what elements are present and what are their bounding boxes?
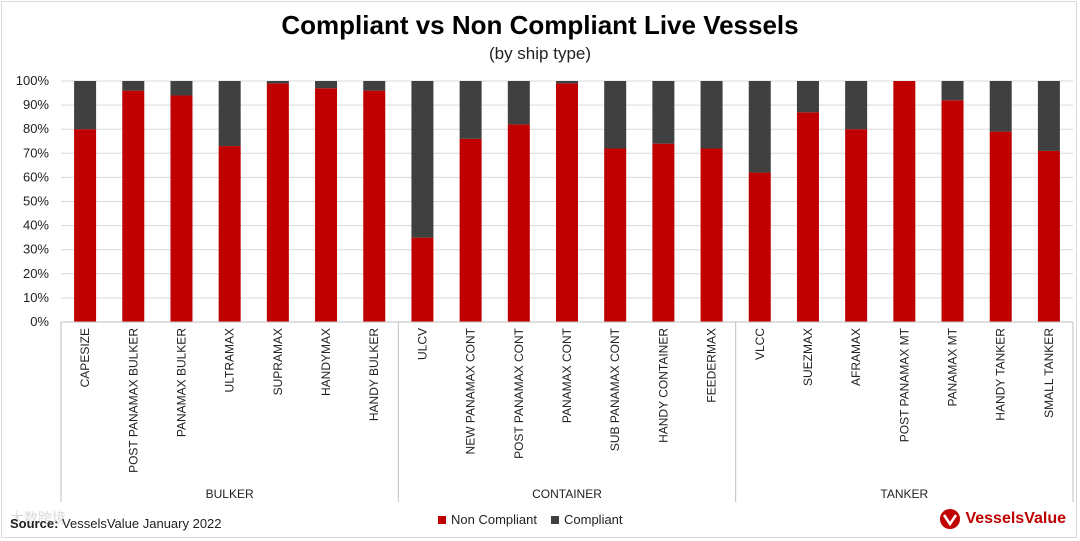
y-tick-label: 40% [23,218,49,233]
bar-compliant [363,81,386,91]
bar-compliant [604,81,627,149]
x-category-label: PANAMAX CONT [560,327,574,423]
y-tick-label: 30% [23,242,49,257]
y-tick-label: 90% [23,97,49,112]
x-category-label: ULCV [415,328,429,360]
x-category-label: NEW PANAMAX CONT [464,327,478,454]
bar-non-compliant [1037,150,1060,322]
x-group-label: CONTAINER [532,487,602,501]
bar-non-compliant [604,148,627,322]
bar-non-compliant [459,138,482,322]
brand-logo: VesselsValue [939,508,1066,530]
watermark-text: 大数跨境 [10,510,66,526]
bar-compliant [266,81,289,84]
bar-non-compliant [748,172,771,322]
x-category-label: HANDY TANKER [994,328,1008,421]
x-category-label: ULTRAMAX [223,328,237,392]
bar-compliant [700,81,723,149]
x-category-label: SUPRAMAX [271,328,285,395]
legend-label-compliant: Compliant [564,512,623,527]
x-category-label: POST PANAMAX BULKER [126,328,140,473]
bar-non-compliant [893,81,916,322]
bar-non-compliant [700,148,723,322]
bar-non-compliant [170,95,193,323]
bar-non-compliant [315,88,338,322]
chart-subtitle: (by ship type) [488,44,592,63]
x-category-label: VLCC [753,328,767,360]
legend-item-compliant: Compliant [551,512,623,527]
y-tick-label: 60% [23,169,49,184]
legend-label-non-compliant: Non Compliant [451,512,537,527]
x-category-label: POST PANAMAX MT [897,327,911,442]
x-category-label: HANDYMAX [319,328,333,396]
y-tick-label: 70% [23,145,49,160]
bar-non-compliant [989,131,1012,322]
bar-compliant [652,81,675,144]
legend-swatch-non-compliant [438,515,446,524]
bar-non-compliant [941,100,964,322]
x-category-label: SUEZMAX [801,328,815,386]
x-category-label: SUB PANAMAX CONT [608,327,622,451]
x-category-label: PANAMAX MT [946,327,960,406]
y-tick-label: 10% [23,290,49,305]
brand-logo-icon [940,509,961,529]
bar-compliant [411,81,434,238]
bar-compliant [315,81,338,89]
bar-non-compliant [652,143,675,322]
bar-non-compliant [122,90,145,322]
x-category-label: CAPESIZE [78,328,92,387]
x-category-label: POST PANAMAX CONT [512,327,526,459]
x-category-label: AFRAMAX [849,328,863,386]
x-category-label: HANDY CONTAINER [656,328,670,443]
bar-compliant [1037,81,1060,151]
x-category-label: FEEDERMAX [705,328,719,403]
bar-non-compliant [363,90,386,322]
bar-compliant [989,81,1012,132]
chart-legend: Non Compliant Compliant [438,512,623,527]
bar-compliant [507,81,530,125]
source-label: Source: [10,516,59,531]
bar-compliant [796,81,819,113]
bar-compliant [122,81,145,91]
y-tick-label: 100% [16,73,50,88]
bar-compliant [74,81,97,130]
chart-title: Compliant vs Non Compliant Live Vessels [281,10,799,40]
bar-non-compliant [507,124,530,322]
bar-compliant [845,81,868,130]
x-group-label: BULKER [206,487,254,501]
source-text: VesselsValue January 2022 [62,516,222,531]
x-group-label: TANKER [880,487,928,501]
bar-compliant [941,81,964,101]
legend-item-non-compliant: Non Compliant [438,512,537,527]
bar-compliant [218,81,241,147]
legend-swatch-compliant [551,515,559,524]
bar-compliant [170,81,193,96]
x-category-label: PANAMAX BULKER [174,328,188,437]
x-category-label: SMALL TANKER [1042,328,1056,418]
bar-compliant [748,81,771,173]
y-tick-label: 0% [30,314,49,329]
y-tick-label: 20% [23,266,49,281]
y-tick-label: 50% [23,194,49,209]
bar-non-compliant [74,129,97,322]
x-category-label: HANDY BULKER [367,328,381,421]
source-note: Source: VesselsValue January 2022 [10,516,222,531]
bar-non-compliant [556,83,578,322]
bar-non-compliant [845,129,868,322]
bar-compliant [556,81,578,84]
bar-compliant [459,81,482,139]
y-tick-label: 80% [23,121,49,136]
brand-name: VesselsValue [965,510,1066,527]
bar-non-compliant [266,83,289,322]
bar-non-compliant [218,146,241,322]
bar-non-compliant [411,237,434,322]
bar-non-compliant [796,112,819,322]
